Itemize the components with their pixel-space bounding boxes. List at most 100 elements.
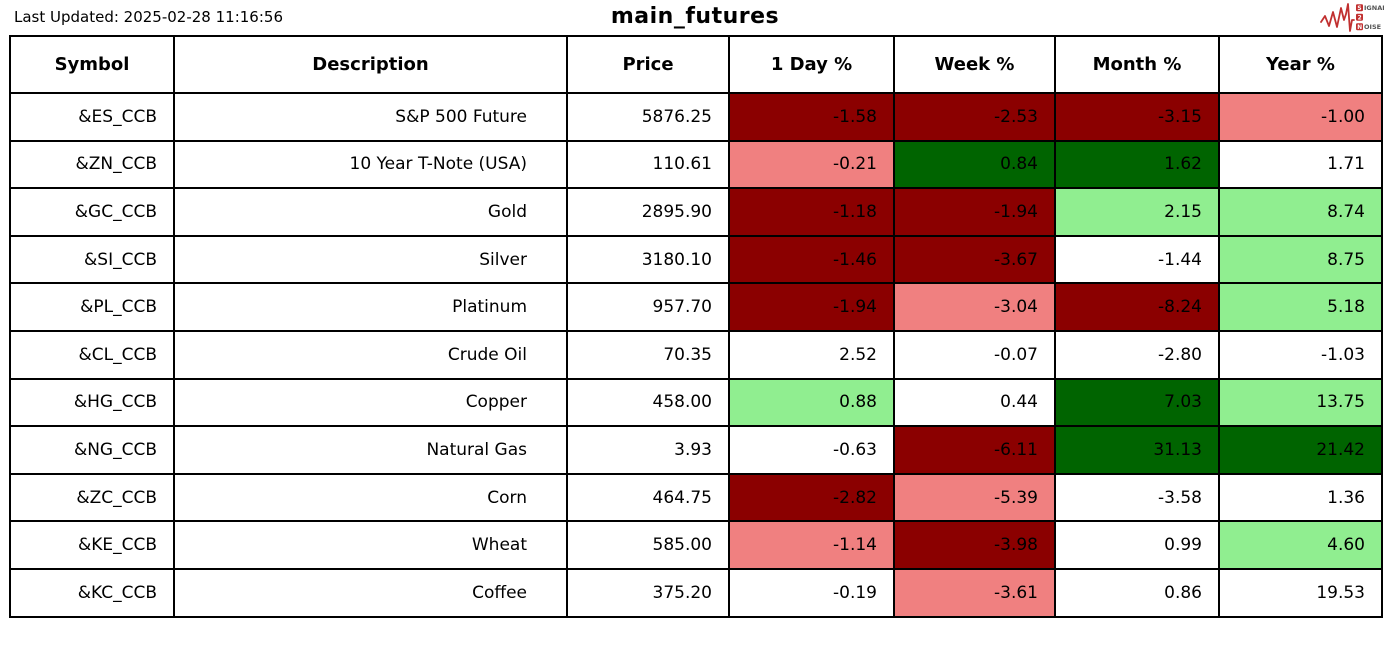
last-updated-timestamp: Last Updated: 2025-02-28 11:16:56 bbox=[14, 8, 283, 26]
month-pct-cell: 2.15 bbox=[1054, 187, 1220, 237]
symbol-cell: &NG_CCB bbox=[9, 425, 175, 475]
waveform-icon bbox=[1320, 3, 1355, 32]
symbol-cell: &HG_CCB bbox=[9, 377, 175, 428]
description-cell: Copper bbox=[173, 377, 568, 428]
symbol-cell: &KC_CCB bbox=[9, 567, 175, 618]
year-pct-cell: 8.75 bbox=[1218, 234, 1383, 285]
year-pct-cell: -1.03 bbox=[1218, 329, 1383, 380]
price-cell: 458.00 bbox=[566, 377, 730, 428]
week-pct-cell: -3.67 bbox=[893, 234, 1056, 285]
symbol-cell: &GC_CCB bbox=[9, 187, 175, 237]
description-cell: Gold bbox=[173, 187, 568, 237]
price-cell: 2895.90 bbox=[566, 187, 730, 237]
year-pct-cell: 13.75 bbox=[1218, 377, 1383, 428]
table-row: &ES_CCB S&P 500 Future 5876.25 -1.58 -2.… bbox=[9, 92, 1383, 142]
day-pct-cell: -0.19 bbox=[728, 567, 895, 618]
symbol-cell: &ZC_CCB bbox=[9, 472, 175, 523]
week-pct-cell: -0.07 bbox=[893, 329, 1056, 380]
price-cell: 585.00 bbox=[566, 520, 730, 570]
page-title: main_futures bbox=[610, 4, 780, 29]
price-cell: 957.70 bbox=[566, 282, 730, 332]
svg-text:OISE: OISE bbox=[1364, 23, 1381, 31]
day-pct-cell: -1.46 bbox=[728, 234, 895, 285]
description-cell: 10 Year T-Note (USA) bbox=[173, 139, 568, 190]
day-pct-cell: -1.14 bbox=[728, 520, 895, 570]
symbol-cell: &ZN_CCB bbox=[9, 139, 175, 190]
year-pct-cell: 1.36 bbox=[1218, 472, 1383, 523]
table-body: &ES_CCB S&P 500 Future 5876.25 -1.58 -2.… bbox=[9, 92, 1383, 618]
table-row: &CL_CCB Crude Oil 70.35 2.52 -0.07 -2.80… bbox=[9, 329, 1383, 380]
price-cell: 70.35 bbox=[566, 329, 730, 380]
table-row: &GC_CCB Gold 2895.90 -1.18 -1.94 2.15 8.… bbox=[9, 187, 1383, 237]
day-pct-cell: -1.58 bbox=[728, 92, 895, 142]
description-cell: Silver bbox=[173, 234, 568, 285]
table-row: &KC_CCB Coffee 375.20 -0.19 -3.61 0.86 1… bbox=[9, 567, 1383, 618]
month-pct-cell: -3.15 bbox=[1054, 92, 1220, 142]
day-pct-cell: -1.94 bbox=[728, 282, 895, 332]
month-pct-cell: -2.80 bbox=[1054, 329, 1220, 380]
month-pct-cell: -8.24 bbox=[1054, 282, 1220, 332]
month-pct-cell: -3.58 bbox=[1054, 472, 1220, 523]
description-cell: Wheat bbox=[173, 520, 568, 570]
table-row: &PL_CCB Platinum 957.70 -1.94 -3.04 -8.2… bbox=[9, 282, 1383, 332]
week-pct-cell: 0.44 bbox=[893, 377, 1056, 428]
month-pct-cell: 0.86 bbox=[1054, 567, 1220, 618]
year-pct-cell: 4.60 bbox=[1218, 520, 1383, 570]
description-cell: Coffee bbox=[173, 567, 568, 618]
description-cell: S&P 500 Future bbox=[173, 92, 568, 142]
year-pct-cell: 21.42 bbox=[1218, 425, 1383, 475]
day-pct-cell: 0.88 bbox=[728, 377, 895, 428]
day-pct-cell: -0.21 bbox=[728, 139, 895, 190]
symbol-cell: &SI_CCB bbox=[9, 234, 175, 285]
symbol-cell: &CL_CCB bbox=[9, 329, 175, 380]
table-row: &KE_CCB Wheat 585.00 -1.14 -3.98 0.99 4.… bbox=[9, 520, 1383, 570]
table-row: &NG_CCB Natural Gas 3.93 -0.63 -6.11 31.… bbox=[9, 425, 1383, 475]
signal-2-noise-logo: S IGNAL 2 N OISE bbox=[1320, 3, 1384, 32]
day-pct-cell: -0.63 bbox=[728, 425, 895, 475]
symbol-cell: &KE_CCB bbox=[9, 520, 175, 570]
col-header-month-pct: Month % bbox=[1054, 35, 1220, 94]
table-header-row: Symbol Description Price 1 Day % Week % … bbox=[9, 35, 1383, 94]
month-pct-cell: 1.62 bbox=[1054, 139, 1220, 190]
symbol-cell: &ES_CCB bbox=[9, 92, 175, 142]
week-pct-cell: -3.61 bbox=[893, 567, 1056, 618]
week-pct-cell: -3.98 bbox=[893, 520, 1056, 570]
col-header-symbol: Symbol bbox=[9, 35, 175, 94]
description-cell: Natural Gas bbox=[173, 425, 568, 475]
month-pct-cell: 7.03 bbox=[1054, 377, 1220, 428]
col-header-description: Description bbox=[173, 35, 568, 94]
week-pct-cell: -5.39 bbox=[893, 472, 1056, 523]
day-pct-cell: 2.52 bbox=[728, 329, 895, 380]
month-pct-cell: -1.44 bbox=[1054, 234, 1220, 285]
description-cell: Corn bbox=[173, 472, 568, 523]
description-cell: Crude Oil bbox=[173, 329, 568, 380]
day-pct-cell: -1.18 bbox=[728, 187, 895, 237]
year-pct-cell: 5.18 bbox=[1218, 282, 1383, 332]
price-cell: 375.20 bbox=[566, 567, 730, 618]
year-pct-cell: 19.53 bbox=[1218, 567, 1383, 618]
svg-text:2: 2 bbox=[1358, 15, 1362, 21]
table-row: &ZC_CCB Corn 464.75 -2.82 -5.39 -3.58 1.… bbox=[9, 472, 1383, 523]
col-header-week-pct: Week % bbox=[893, 35, 1056, 94]
symbol-cell: &PL_CCB bbox=[9, 282, 175, 332]
price-cell: 5876.25 bbox=[566, 92, 730, 142]
svg-text:N: N bbox=[1357, 25, 1362, 31]
price-cell: 3180.10 bbox=[566, 234, 730, 285]
svg-text:IGNAL: IGNAL bbox=[1364, 4, 1384, 12]
week-pct-cell: -3.04 bbox=[893, 282, 1056, 332]
day-pct-cell: -2.82 bbox=[728, 472, 895, 523]
table-row: &HG_CCB Copper 458.00 0.88 0.44 7.03 13.… bbox=[9, 377, 1383, 428]
month-pct-cell: 31.13 bbox=[1054, 425, 1220, 475]
col-header-price: Price bbox=[566, 35, 730, 94]
year-pct-cell: 1.71 bbox=[1218, 139, 1383, 190]
week-pct-cell: -1.94 bbox=[893, 187, 1056, 237]
svg-text:S: S bbox=[1357, 6, 1361, 12]
logo-wordmark: S IGNAL 2 N OISE bbox=[1356, 4, 1384, 31]
price-cell: 3.93 bbox=[566, 425, 730, 475]
month-pct-cell: 0.99 bbox=[1054, 520, 1220, 570]
year-pct-cell: 8.74 bbox=[1218, 187, 1383, 237]
week-pct-cell: 0.84 bbox=[893, 139, 1056, 190]
col-header-year-pct: Year % bbox=[1218, 35, 1383, 94]
week-pct-cell: -6.11 bbox=[893, 425, 1056, 475]
table-row: &SI_CCB Silver 3180.10 -1.46 -3.67 -1.44… bbox=[9, 234, 1383, 285]
